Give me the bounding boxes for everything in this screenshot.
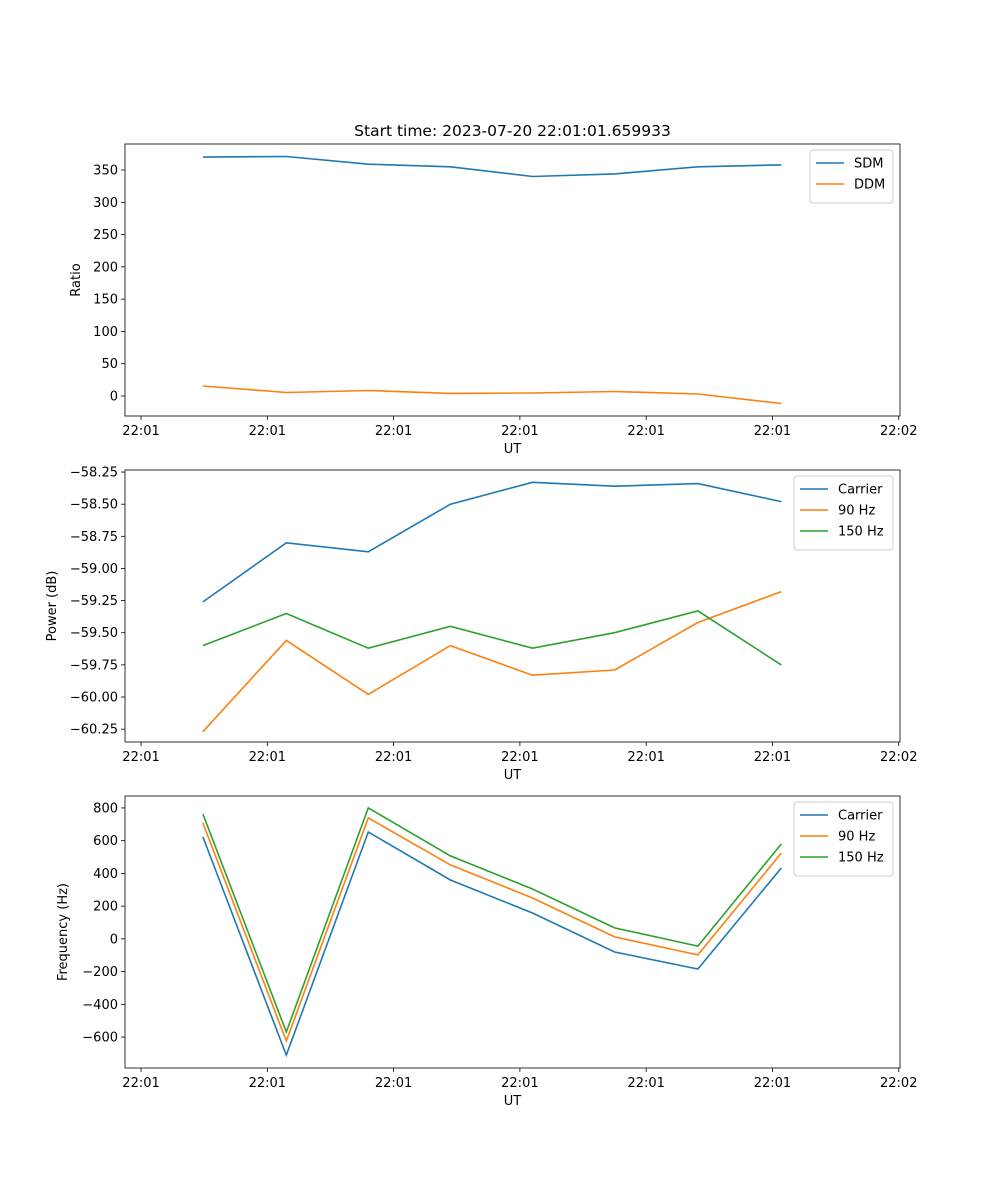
y-tick-label: 0 bbox=[110, 932, 118, 947]
x-tick-label: 22:02 bbox=[880, 1076, 917, 1091]
x-tick-label: 22:01 bbox=[249, 1076, 286, 1091]
x-tick-label: 22:01 bbox=[754, 750, 791, 765]
subplot-2: 22:01 22:01 22:01 22:01 22:01 22:01 22:02 −60.2… bbox=[45, 466, 917, 783]
x-tick-label: 22:01 bbox=[501, 750, 538, 765]
x-tick-label: 22:01 bbox=[122, 424, 159, 439]
series-line-150-hz bbox=[202, 806, 782, 1035]
y-tick-label: 200 bbox=[93, 900, 118, 915]
y-tick-label: 350 bbox=[93, 164, 118, 179]
legend-label: 90 Hz bbox=[838, 504, 875, 519]
y-tick-label: −400 bbox=[82, 998, 118, 1013]
y-tick-label: −200 bbox=[82, 965, 118, 980]
y-tick-label: −59.25 bbox=[70, 594, 118, 609]
y-tick-label: −59.50 bbox=[70, 626, 118, 641]
legend: SDM DDM bbox=[809, 149, 894, 204]
y-tick-label: 50 bbox=[101, 357, 118, 372]
axes-frame bbox=[124, 143, 901, 417]
y-tick-label: 200 bbox=[93, 260, 118, 275]
legend-label: SDM bbox=[854, 157, 883, 172]
y-tick-label: −600 bbox=[82, 1031, 118, 1046]
legend: Carrier 90 Hz 150 Hz bbox=[793, 475, 894, 551]
series-line-ddm bbox=[202, 385, 782, 405]
y-tick-label: 600 bbox=[93, 834, 118, 849]
axes-frame bbox=[124, 795, 901, 1069]
y-tick-label: −58.50 bbox=[70, 498, 118, 513]
x-tick-label: 22:01 bbox=[754, 1076, 791, 1091]
legend-label: 150 Hz bbox=[838, 851, 884, 866]
x-tick-label: 22:01 bbox=[375, 1076, 412, 1091]
y-tick-label: 250 bbox=[93, 228, 118, 243]
legend-label: Carrier bbox=[838, 483, 883, 498]
x-axis-label: UT bbox=[504, 442, 522, 457]
x-tick-label: 22:01 bbox=[122, 1076, 159, 1091]
x-tick-label: 22:01 bbox=[501, 1076, 538, 1091]
y-tick-label: −60.25 bbox=[70, 723, 118, 738]
y-axis-label: Power (dB) bbox=[45, 571, 60, 642]
y-tick-label: 400 bbox=[93, 867, 118, 882]
legend-label: Carrier bbox=[838, 809, 883, 824]
x-tick-label: 22:02 bbox=[880, 750, 917, 765]
legend-label: 90 Hz bbox=[838, 830, 875, 845]
series-line-carrier bbox=[202, 830, 782, 1058]
series-line-90-hz bbox=[202, 816, 782, 1044]
x-tick-label: 22:01 bbox=[375, 750, 412, 765]
x-axis-label: UT bbox=[504, 768, 522, 783]
y-tick-label: −59.75 bbox=[70, 658, 118, 673]
y-tick-label: −59.00 bbox=[70, 562, 118, 577]
y-axis-label: Frequency (Hz) bbox=[56, 883, 71, 981]
x-tick-label: 22:01 bbox=[122, 750, 159, 765]
subplot-3: 22:01 22:01 22:01 22:01 22:01 22:01 22:02 −600 −… bbox=[56, 795, 917, 1109]
subplot-1: 22:01 22:01 22:01 22:01 22:01 22:01 22:02 0 50 10… bbox=[69, 122, 917, 457]
x-tick-label: 22:01 bbox=[501, 424, 538, 439]
y-tick-label: 300 bbox=[93, 196, 118, 211]
y-tick-label: 100 bbox=[93, 325, 118, 340]
x-tick-label: 22:01 bbox=[249, 424, 286, 439]
series-line-sdm bbox=[202, 155, 782, 178]
x-axis-label: UT bbox=[504, 1094, 522, 1109]
y-axis-label: Ratio bbox=[69, 263, 84, 296]
x-tick-label: 22:01 bbox=[375, 424, 412, 439]
x-tick-label: 22:02 bbox=[880, 424, 917, 439]
y-tick-label: −60.00 bbox=[70, 691, 118, 706]
x-tick-label: 22:01 bbox=[627, 1076, 664, 1091]
y-tick-label: 800 bbox=[93, 801, 118, 816]
chart-title: Start time: 2023-07-20 22:01:01.659933 bbox=[354, 122, 671, 140]
series-line-150-hz bbox=[202, 610, 782, 666]
y-tick-label: −58.75 bbox=[70, 530, 118, 545]
x-tick-label: 22:01 bbox=[627, 750, 664, 765]
y-tick-label: −58.25 bbox=[70, 466, 118, 481]
y-tick-label: 0 bbox=[110, 389, 118, 404]
y-tick-label: 150 bbox=[93, 293, 118, 308]
x-tick-label: 22:01 bbox=[627, 424, 664, 439]
legend: Carrier 90 Hz 150 Hz bbox=[793, 801, 894, 877]
legend-label: DDM bbox=[854, 178, 885, 193]
x-tick-label: 22:01 bbox=[754, 424, 791, 439]
series-line-carrier bbox=[202, 481, 782, 603]
axes-frame bbox=[124, 469, 901, 743]
x-tick-label: 22:01 bbox=[249, 750, 286, 765]
legend-label: 150 Hz bbox=[838, 525, 884, 540]
series-line-90-hz bbox=[202, 590, 782, 733]
